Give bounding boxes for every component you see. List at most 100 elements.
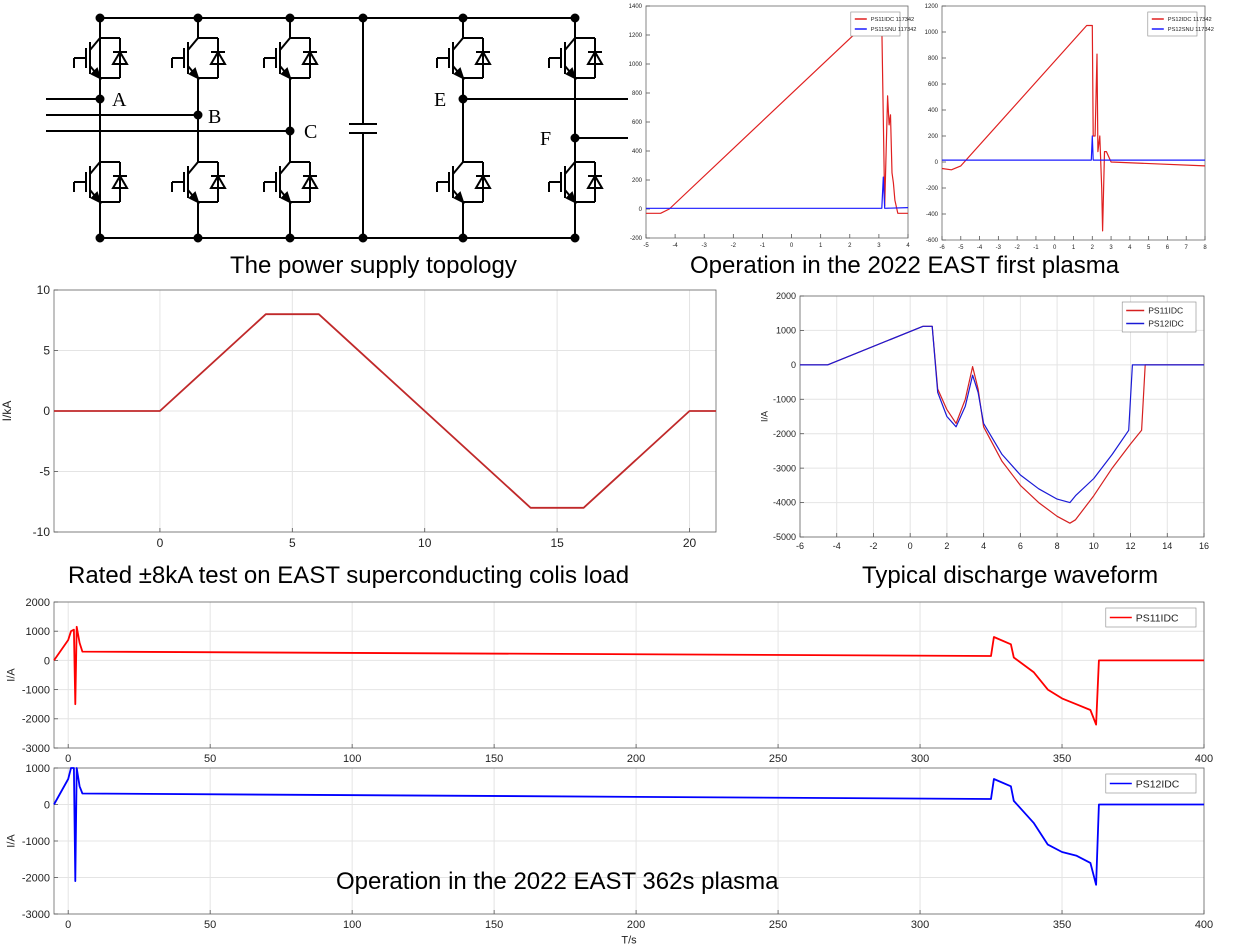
x-tick-label: 8 <box>1055 541 1060 551</box>
node-label-c: C <box>304 121 317 143</box>
chart-rated-test: 0 5 10 15 20 -10 -5 0 5 10 I/kA <box>0 283 717 550</box>
node-label-a: A <box>112 89 127 111</box>
x-tick-label: 2 <box>1091 245 1095 251</box>
x-tick-label: 50 <box>204 753 216 765</box>
y-tick-label: 0 <box>43 404 50 418</box>
chart-first-plasma-1: -5 -4 -3 -2 -1 0 1 2 3 4 -200 0 200 400 600 800 1000 1200… <box>629 4 917 249</box>
y-tick-label: -400 <box>926 212 939 218</box>
leg-f-lower-switch <box>548 161 604 204</box>
x-tick-label: 0 <box>65 753 71 765</box>
y-tick-label: 800 <box>632 91 643 97</box>
x-tick-label: 2 <box>848 243 852 249</box>
x-tick-label: -3 <box>996 245 1002 251</box>
y-tick-label: 1000 <box>26 763 50 775</box>
leg-e-top-node <box>458 13 468 23</box>
y-tick-label: 800 <box>928 56 939 62</box>
y-tick-label: -2000 <box>22 714 50 726</box>
leg-a-top-node <box>95 13 105 23</box>
legend-entry: PS11SNU 117342 <box>871 27 917 33</box>
y-tick-label: -5 <box>39 465 50 479</box>
leg-c-upper-switch <box>263 37 319 80</box>
legend-entry: PS11IDC <box>1136 613 1179 624</box>
x-tick-label: 300 <box>911 753 929 765</box>
x-tick-label: -2 <box>869 541 877 551</box>
x-tick-label: 3 <box>877 243 881 249</box>
series-line-1 <box>942 135 1205 161</box>
x-tick-label: -3 <box>702 243 708 249</box>
x-tick-label: 12 <box>1126 541 1136 551</box>
legend-box <box>850 11 901 37</box>
x-tick-label: 0 <box>908 541 913 551</box>
y-axis-label: I/A <box>5 834 17 848</box>
series-line-1 <box>646 176 909 209</box>
y-tick-label: 0 <box>935 160 939 166</box>
y-tick-label: 1200 <box>629 33 643 39</box>
chart-long-plasma-2: 0 50 100 150 200 250 300 350 400 -3000 -2000 -1000 0… <box>5 763 1213 945</box>
y-tick-label: 1000 <box>629 62 643 68</box>
x-tick-label: -4 <box>977 245 983 251</box>
leg-a-lower-switch <box>73 161 129 204</box>
leg-f-bottom-node <box>570 233 580 243</box>
series-line-0 <box>53 625 1204 726</box>
y-tick-label: 0 <box>44 799 50 811</box>
x-tick-label: 400 <box>1195 919 1213 931</box>
x-tick-label: 250 <box>769 919 787 931</box>
y-tick-label: 10 <box>37 283 51 297</box>
x-tick-label: -1 <box>1033 245 1039 251</box>
x-tick-label: 10 <box>1089 541 1099 551</box>
y-tick-label: -1000 <box>22 836 50 848</box>
leg-c-lower-switch <box>263 161 319 204</box>
x-tick-label: -6 <box>796 541 804 551</box>
x-tick-label: 6 <box>1018 541 1023 551</box>
x-tick-label: 200 <box>627 753 645 765</box>
y-tick-label: -3000 <box>22 909 50 921</box>
series-line-0 <box>53 767 1204 886</box>
x-tick-label: 5 <box>289 536 296 550</box>
capacitor-bottom-node <box>358 233 368 243</box>
leg-f-top-node <box>570 13 580 23</box>
plot-frame <box>799 295 1205 538</box>
x-tick-label: 8 <box>1203 245 1207 251</box>
x-tick-label: -2 <box>731 243 737 249</box>
y-tick-label: 0 <box>44 655 50 667</box>
x-tick-label: 300 <box>911 919 929 931</box>
leg-b-top-node <box>193 13 203 23</box>
legend-entry: PS12IDC <box>1148 319 1184 329</box>
x-tick-label: 0 <box>157 536 164 550</box>
x-tick-label: -5 <box>643 243 649 249</box>
x-tick-label: 100 <box>343 753 361 765</box>
y-tick-label: -1000 <box>773 394 796 404</box>
y-tick-label: 2000 <box>26 597 50 609</box>
y-tick-label: 600 <box>632 120 643 126</box>
y-tick-label: 1400 <box>629 4 643 10</box>
x-tick-label: 1 <box>1072 245 1076 251</box>
y-tick-label: -5000 <box>773 532 796 542</box>
x-tick-label: 3 <box>1109 245 1113 251</box>
x-axis-label: T/s <box>621 935 637 945</box>
x-tick-label: 1 <box>819 243 823 249</box>
x-tick-label: 150 <box>485 753 503 765</box>
y-tick-label: 1000 <box>776 326 796 336</box>
capacitor-top-node <box>358 13 368 23</box>
x-tick-label: 100 <box>343 919 361 931</box>
x-tick-label: 400 <box>1195 753 1213 765</box>
series-line-0 <box>54 313 716 509</box>
legend-entry: PS12IDC 117342 <box>1168 17 1212 23</box>
y-tick-label: -200 <box>630 236 643 242</box>
leg-b-bottom-node <box>193 233 203 243</box>
x-tick-label: -5 <box>958 245 964 251</box>
y-tick-label: 0 <box>791 360 796 370</box>
x-tick-label: 350 <box>1053 919 1071 931</box>
x-tick-label: 4 <box>981 541 986 551</box>
y-tick-label: 200 <box>928 134 939 140</box>
legend-entry: PS11IDC <box>1148 306 1183 316</box>
leg-f-upper-switch <box>548 37 604 80</box>
legend-box <box>1105 607 1197 628</box>
y-tick-label: 1000 <box>925 30 939 36</box>
series-line-1 <box>800 325 1204 504</box>
x-tick-label: 4 <box>906 243 910 249</box>
power-supply-topology-diagram: A B C E F <box>46 13 628 243</box>
legend-box <box>1121 301 1197 333</box>
x-tick-label: -1 <box>760 243 766 249</box>
x-tick-label: 20 <box>683 536 697 550</box>
